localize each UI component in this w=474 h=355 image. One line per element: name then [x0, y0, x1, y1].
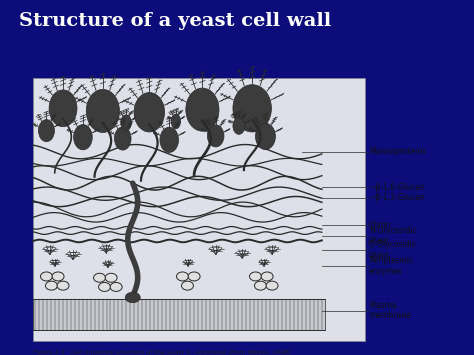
- Circle shape: [57, 281, 69, 290]
- Ellipse shape: [121, 115, 131, 131]
- Ellipse shape: [73, 125, 92, 150]
- Circle shape: [249, 272, 262, 281]
- Circle shape: [266, 281, 278, 290]
- Ellipse shape: [255, 123, 275, 149]
- Text: Structure of a yeast cell wall: Structure of a yeast cell wall: [19, 12, 331, 31]
- Circle shape: [176, 272, 189, 281]
- Circle shape: [40, 272, 53, 281]
- Ellipse shape: [115, 127, 131, 150]
- Ellipse shape: [49, 90, 77, 127]
- Text: Figure 1.3   Cell envelope structure of the yeast S. cerevisiae (from Walker, 19: Figure 1.3 Cell envelope structure of th…: [33, 350, 291, 355]
- Circle shape: [105, 273, 117, 282]
- Bar: [33, 78, 365, 341]
- Circle shape: [188, 272, 200, 281]
- Text: −β-1,3-Glucan: −β-1,3-Glucan: [369, 193, 425, 202]
- Circle shape: [110, 283, 122, 291]
- Text: Plasma
membrane: Plasma membrane: [369, 301, 410, 320]
- Text: Chitin: Chitin: [369, 221, 392, 230]
- Text: −β-1,6-Glucan: −β-1,6-Glucan: [369, 182, 425, 192]
- Circle shape: [255, 281, 266, 290]
- Ellipse shape: [134, 93, 164, 132]
- Circle shape: [182, 281, 193, 290]
- Circle shape: [46, 281, 57, 290]
- Ellipse shape: [186, 88, 219, 131]
- Ellipse shape: [233, 118, 245, 134]
- Text: N-Glycosidic
chain: N-Glycosidic chain: [369, 226, 416, 245]
- Ellipse shape: [38, 120, 55, 142]
- Text: Mannoproteins: Mannoproteins: [369, 147, 426, 156]
- Ellipse shape: [160, 127, 179, 152]
- Ellipse shape: [233, 84, 272, 132]
- Text: O-Glycosidic
chain: O-Glycosidic chain: [369, 240, 417, 260]
- Bar: [33, 299, 325, 330]
- Circle shape: [99, 283, 110, 291]
- Circle shape: [93, 273, 106, 282]
- Circle shape: [261, 272, 273, 281]
- Ellipse shape: [208, 125, 224, 147]
- Text: Periplasmic
enzymes: Periplasmic enzymes: [369, 256, 413, 275]
- Ellipse shape: [86, 89, 119, 132]
- Ellipse shape: [171, 114, 181, 129]
- Ellipse shape: [125, 292, 140, 303]
- Circle shape: [52, 272, 64, 281]
